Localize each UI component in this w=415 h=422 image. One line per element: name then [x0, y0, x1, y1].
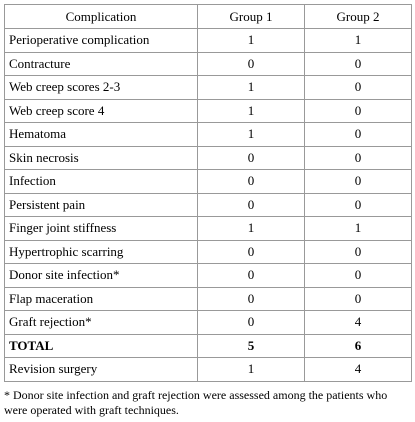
value-cell: 1 — [197, 75, 305, 100]
complications-table: Complication Group 1 Group 2 Perioperative… — [4, 4, 412, 382]
value-cell: 0 — [197, 286, 305, 311]
table-body: Perioperative complication 1 1 Contracture 0… — [4, 28, 412, 382]
table-row: Perioperative complication 1 1 — [4, 28, 412, 53]
value-cell: 0 — [304, 51, 412, 76]
table-row: Hematoma 1 0 — [4, 122, 412, 147]
table-container: Complication Group 1 Group 2 Perioperative… — [4, 4, 412, 418]
value-cell: 4 — [304, 357, 412, 382]
value-cell: 0 — [197, 145, 305, 170]
value-cell: 0 — [304, 169, 412, 194]
value-cell: 5 — [197, 333, 305, 358]
value-cell: 0 — [304, 286, 412, 311]
header-cell: Group 2 — [304, 4, 412, 29]
label-cell: Hypertrophic scarring — [4, 239, 198, 264]
value-cell: 0 — [304, 75, 412, 100]
label-cell: Hematoma — [4, 122, 198, 147]
label-cell: Graft rejection* — [4, 310, 198, 335]
value-cell: 0 — [197, 192, 305, 217]
label-cell: Infection — [4, 169, 198, 194]
value-cell: 4 — [304, 310, 412, 335]
table-row: Hypertrophic scarring 0 0 — [4, 239, 412, 264]
label-cell: Flap maceration — [4, 286, 198, 311]
label-cell: TOTAL — [4, 333, 198, 358]
table-row: Donor site infection* 0 0 — [4, 263, 412, 288]
value-cell: 1 — [197, 357, 305, 382]
value-cell: 0 — [304, 145, 412, 170]
table-row: Persistent pain 0 0 — [4, 192, 412, 217]
value-cell: 0 — [197, 51, 305, 76]
value-cell: 0 — [304, 263, 412, 288]
label-cell: Skin necrosis — [4, 145, 198, 170]
label-cell: Revision surgery — [4, 357, 198, 382]
value-cell: 0 — [197, 239, 305, 264]
value-cell: 0 — [197, 263, 305, 288]
header-cell: Complication — [4, 4, 198, 29]
value-cell: 1 — [197, 28, 305, 53]
table-row: Infection 0 0 — [4, 169, 412, 194]
value-cell: 1 — [197, 98, 305, 123]
value-cell: 1 — [197, 122, 305, 147]
header-row: Complication Group 1 Group 2 — [4, 4, 412, 29]
label-cell: Perioperative complication — [4, 28, 198, 53]
table-row: Revision surgery 1 4 — [4, 357, 412, 382]
label-cell: Contracture — [4, 51, 198, 76]
value-cell: 6 — [304, 333, 412, 358]
value-cell: 0 — [304, 98, 412, 123]
header-cell: Group 1 — [197, 4, 305, 29]
value-cell: 0 — [304, 122, 412, 147]
value-cell: 1 — [304, 216, 412, 241]
label-cell: Persistent pain — [4, 192, 198, 217]
value-cell: 1 — [197, 216, 305, 241]
value-cell: 0 — [197, 310, 305, 335]
value-cell: 0 — [304, 192, 412, 217]
label-cell: Web creep score 4 — [4, 98, 198, 123]
value-cell: 0 — [304, 239, 412, 264]
table-row: TOTAL 5 6 — [4, 333, 412, 358]
table-row: Flap maceration 0 0 — [4, 286, 412, 311]
label-cell: Web creep scores 2-3 — [4, 75, 198, 100]
value-cell: 0 — [197, 169, 305, 194]
table-row: Finger joint stiffness 1 1 — [4, 216, 412, 241]
table-row: Skin necrosis 0 0 — [4, 145, 412, 170]
footnote: * Donor site infection and graft rejecti… — [4, 387, 388, 417]
label-cell: Donor site infection* — [4, 263, 198, 288]
value-cell: 1 — [304, 28, 412, 53]
table-row: Graft rejection* 0 4 — [4, 310, 412, 335]
table-row: Web creep scores 2-3 1 0 — [4, 75, 412, 100]
table-row: Contracture 0 0 — [4, 51, 412, 76]
label-cell: Finger joint stiffness — [4, 216, 198, 241]
